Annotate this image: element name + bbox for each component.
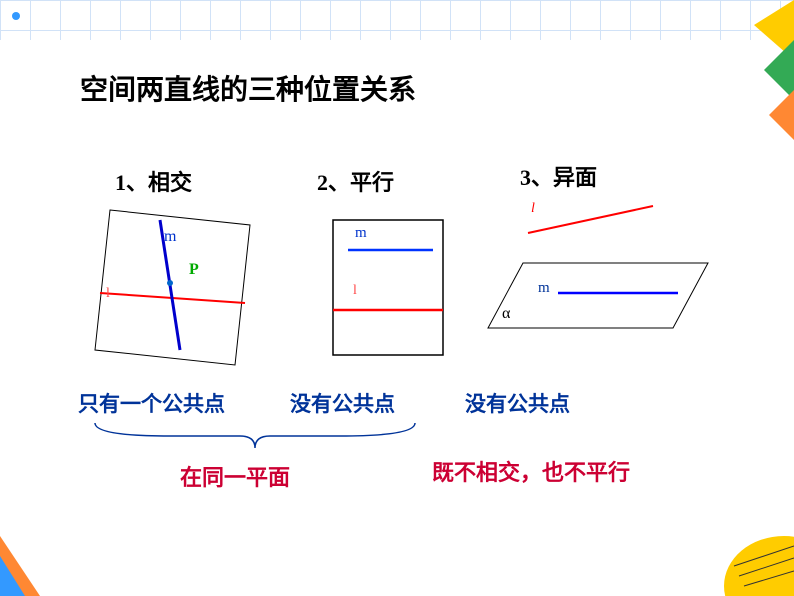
subtitle-1-label: 相交 (148, 170, 192, 195)
bottom-left-deco (0, 516, 50, 596)
d2-m-label: m (355, 225, 367, 242)
subtitle-3-label: 异面 (553, 165, 597, 190)
subtitle-3-num: 3 (520, 165, 531, 190)
bottom-right-deco (704, 476, 794, 596)
subtitle-2-num: 2 (317, 170, 328, 195)
d1-p-label: P (189, 261, 199, 279)
subtitle-3: 3、异面 (520, 160, 597, 192)
top-right-deco (734, 0, 794, 140)
page-title: 空间两直线的三种位置关系 (80, 68, 416, 108)
d3-l-label: l (531, 201, 535, 217)
d3-alpha-label: α (502, 305, 510, 323)
top-left-deco (12, 12, 20, 20)
d1-m-label: m (164, 228, 176, 246)
grid-background (0, 0, 794, 40)
brace (90, 418, 420, 453)
diagram-skew (478, 198, 728, 343)
d1-l-label: l (106, 286, 110, 302)
caption-2: 没有公共点 (290, 388, 395, 418)
subtitle-2: 2、平行 (317, 165, 394, 197)
subtitle-2-label: 平行 (350, 170, 394, 195)
bottom-left-text: 在同一平面 (180, 460, 290, 492)
caption-3: 没有公共点 (465, 388, 570, 418)
caption-1: 只有一个公共点 (78, 388, 225, 418)
subtitle-1: 1、相交 (115, 165, 192, 197)
diagram-parallel (328, 215, 448, 360)
d2-l-label: l (353, 283, 357, 299)
subtitle-1-num: 1 (115, 170, 126, 195)
bottom-right-text: 既不相交，也不平行 (432, 455, 630, 487)
d3-m-label: m (538, 280, 550, 297)
